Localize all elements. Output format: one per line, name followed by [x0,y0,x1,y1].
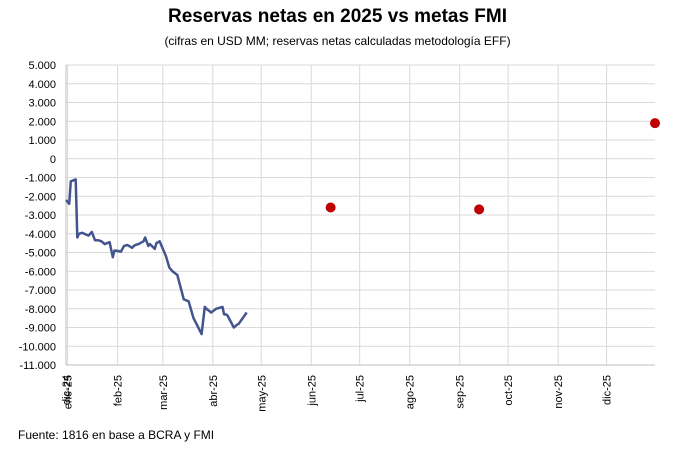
y-tick-label: 1.000 [28,135,56,147]
y-tick-label: -4.000 [25,229,56,241]
y-tick-label: 2.000 [28,116,56,128]
y-tick-label: 3.000 [28,98,56,110]
y-tick-label: -9.000 [25,323,56,335]
y-tick-label: 4.000 [28,79,56,91]
imf-target-point [650,118,660,129]
y-tick-label: -11.000 [20,360,57,372]
x-tick-label: sep-25 [455,375,467,409]
imf-target-point [325,202,336,213]
x-tick-label: abr-25 [208,375,220,407]
y-tick-label: 0 [50,154,56,166]
x-tick-label: may-25 [256,375,268,412]
x-tick-label: ene-25 [63,375,75,409]
x-tick-label: nov-25 [553,375,565,409]
y-tick-label: -10.000 [19,341,56,353]
y-tick-label: -3.000 [25,210,56,222]
x-tick-label: dic-24 [61,375,73,405]
x-tick-label: mar-25 [158,375,170,410]
y-tick-label: 5.000 [28,60,56,72]
x-tick-label: oct-25 [503,375,515,406]
y-tick-label: -7.000 [25,285,56,297]
x-tick-label: dic-25 [602,375,614,405]
y-tick-label: -2.000 [25,191,56,203]
imf-target-point [474,204,485,215]
reserves-line [65,178,248,336]
y-tick-label: -1.000 [25,173,56,185]
x-tick-label: jul-25 [355,375,367,403]
x-tick-label: ago-25 [405,375,417,409]
chart-subtitle: (cifras en USD MM; reservas netas calcul… [164,34,511,48]
x-tick-label: jun-25 [306,375,318,407]
x-tick-label: feb-25 [113,375,125,406]
source-note: Fuente: 1816 en base a BCRA y FMI [18,428,215,442]
chart-title: Reservas netas en 2025 vs metas FMI [167,6,508,27]
y-tick-label: -6.000 [25,266,56,278]
y-tick-label: -5.000 [25,248,56,260]
y-tick-label: -8.000 [25,304,56,316]
